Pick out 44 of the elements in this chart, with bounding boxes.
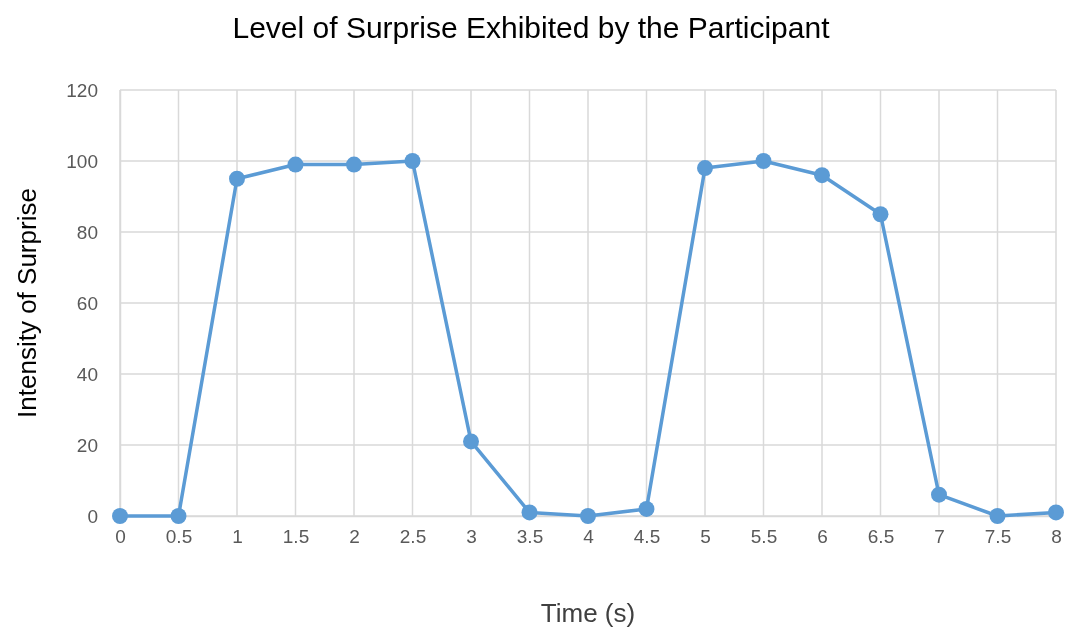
y-tick-label: 120 <box>66 79 98 101</box>
x-tick-label: 0 <box>115 526 126 548</box>
y-tick-label: 0 <box>87 505 98 527</box>
x-tick-label: 4.5 <box>633 526 661 548</box>
x-tick-label: 4 <box>583 526 595 548</box>
point <box>521 504 538 521</box>
y-axis-title: Intensity of Surprise <box>12 188 42 418</box>
x-tick-label: 5 <box>700 526 711 548</box>
point <box>697 160 713 177</box>
x-tick-label: 0.5 <box>165 526 193 548</box>
point <box>112 508 128 524</box>
x-tick-label: 3 <box>466 526 477 548</box>
point <box>638 500 655 517</box>
x-tick-label: 3.5 <box>516 526 544 548</box>
point <box>346 156 362 173</box>
x-tick-label: 7 <box>934 526 945 548</box>
x-tick-label: 8 <box>1051 526 1062 548</box>
point <box>989 508 1006 524</box>
x-axis-title: Time (s) <box>540 598 636 628</box>
point <box>170 508 187 524</box>
point <box>1048 504 1064 521</box>
point <box>229 170 245 187</box>
x-tick-label: 6 <box>817 526 828 548</box>
point <box>287 156 304 173</box>
y-tick-label: 20 <box>76 434 98 456</box>
point <box>931 486 947 503</box>
y-tick-label: 40 <box>76 363 98 385</box>
point <box>872 206 889 223</box>
x-tick-label: 2.5 <box>399 526 427 548</box>
y-tick-label: 60 <box>76 292 98 314</box>
x-tick-label: 7.5 <box>984 526 1012 548</box>
point <box>580 508 596 524</box>
point <box>814 167 830 184</box>
x-tick-label: 5.5 <box>750 526 778 548</box>
chart-title: Level of Surprise Exhibited by the Participant <box>232 11 831 44</box>
point <box>404 153 421 169</box>
y-tick-label: 100 <box>66 150 98 172</box>
point <box>755 153 772 169</box>
x-tick-label: 1.5 <box>282 526 310 548</box>
point <box>463 433 479 450</box>
x-tick-label: 1 <box>232 526 243 548</box>
x-tick-label: 6.5 <box>867 526 895 548</box>
y-tick-label: 80 <box>76 221 98 243</box>
x-tick-label: 2 <box>349 526 360 548</box>
